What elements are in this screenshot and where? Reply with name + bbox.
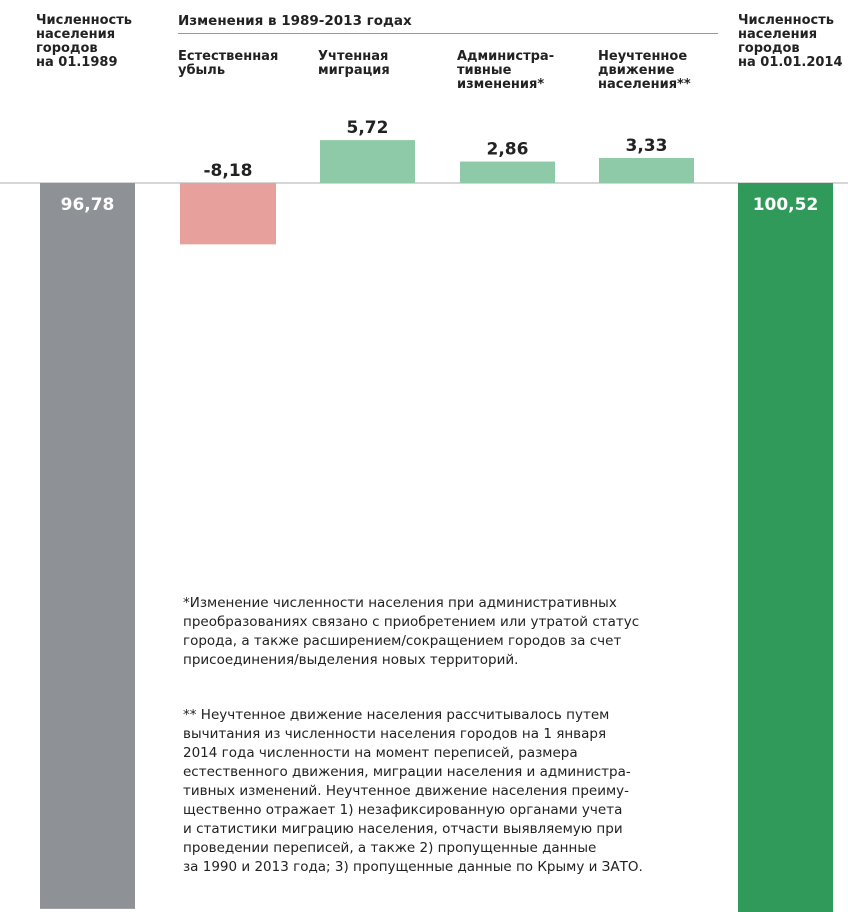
footnote: *Изменение численности населения при адм… xyxy=(183,595,640,668)
group-label: Изменения в 1989-2013 годах xyxy=(178,13,718,34)
bar xyxy=(738,183,833,912)
bar xyxy=(180,183,276,245)
value-label: 2,86 xyxy=(487,140,529,160)
category-label: Неучтенное движение населения** xyxy=(598,49,691,92)
value-label: -8,18 xyxy=(204,161,253,181)
value-label: 100,52 xyxy=(753,195,819,215)
category-label: Администра- тивные изменения* xyxy=(457,49,555,92)
category-label: Учтенная миграция xyxy=(318,49,390,78)
category-label: Численность населения городов на 01.1989 xyxy=(36,13,133,70)
bar xyxy=(460,161,555,183)
value-label: 3,33 xyxy=(626,136,668,156)
bar xyxy=(320,140,415,183)
bar xyxy=(599,158,694,183)
value-label: 96,78 xyxy=(61,195,115,215)
value-label: 5,72 xyxy=(347,118,389,138)
category-label: Естественная убыль xyxy=(178,49,279,78)
footnote: ** Неучтенное движение населения рассчит… xyxy=(183,707,643,875)
bar xyxy=(40,183,135,909)
category-label: Численность населения городов на 01.01.2… xyxy=(738,13,843,70)
